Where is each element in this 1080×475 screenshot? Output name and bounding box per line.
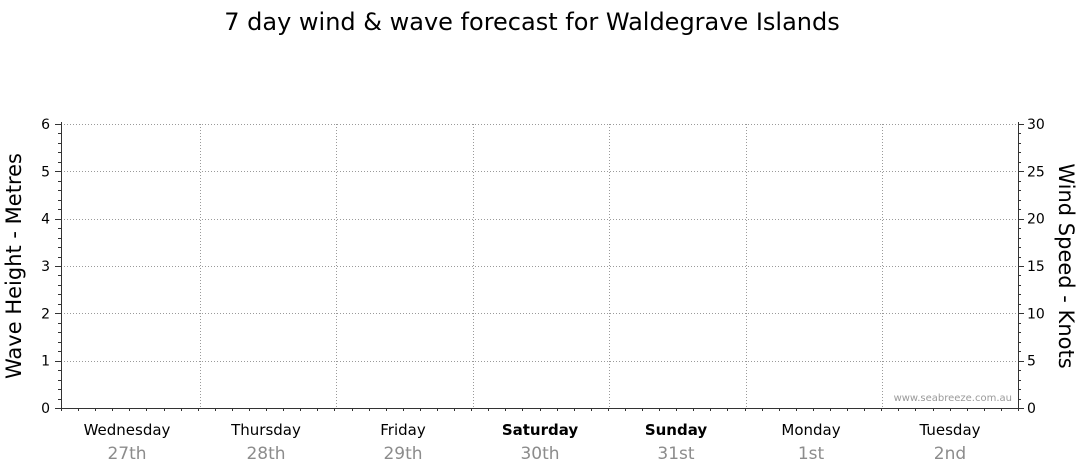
left-tick-label: 4 xyxy=(41,212,50,228)
day-name-label: Wednesday xyxy=(84,421,171,439)
day-name-label: Saturday xyxy=(502,421,579,439)
day-name-label: Sunday xyxy=(645,421,708,439)
right-axis-title: Wind Speed - Knots xyxy=(1054,163,1078,368)
day-name-label: Thursday xyxy=(230,421,301,439)
day-date-label: 2nd xyxy=(934,444,966,464)
grid-layer xyxy=(61,124,1018,408)
right-tick-label: 10 xyxy=(1027,306,1045,322)
right-tick-label: 30 xyxy=(1027,117,1045,133)
watermark-text: www.seabreeze.com.au xyxy=(894,393,1012,404)
day-date-label: 27th xyxy=(107,444,146,464)
left-tick-label: 5 xyxy=(41,164,50,180)
day-date-label: 29th xyxy=(383,444,422,464)
left-tick-label: 1 xyxy=(41,354,50,370)
left-tick-label: 2 xyxy=(41,306,50,322)
right-tick-label: 5 xyxy=(1027,354,1036,370)
right-tick-label: 25 xyxy=(1027,164,1045,180)
right-tick-label: 20 xyxy=(1027,212,1045,228)
day-date-label: 30th xyxy=(520,444,559,464)
day-labels: Wednesday 27th Thursday 28th Friday 29th Satur… xyxy=(84,421,981,464)
right-tick-label: 15 xyxy=(1027,259,1045,275)
left-axis-title: Wave Height - Metres xyxy=(2,153,26,379)
day-date-label: 1st xyxy=(798,444,825,464)
left-tick-label: 3 xyxy=(41,259,50,275)
day-name-label: Monday xyxy=(781,421,840,439)
left-axis-ticks: 0 1 2 3 4 5 6 xyxy=(41,117,61,417)
axes-layer xyxy=(61,122,1019,411)
right-tick-label: 0 xyxy=(1027,401,1036,417)
day-date-label: 31st xyxy=(657,444,694,464)
day-name-label: Tuesday xyxy=(918,421,980,439)
day-date-label: 28th xyxy=(246,444,285,464)
right-axis-ticks: 0 5 10 15 20 25 30 xyxy=(1018,117,1045,417)
chart-title: 7 day wind & wave forecast for Waldegrav… xyxy=(224,8,840,36)
left-tick-label: 6 xyxy=(41,117,50,133)
left-tick-label: 0 xyxy=(41,401,50,417)
day-name-label: Friday xyxy=(380,421,426,439)
